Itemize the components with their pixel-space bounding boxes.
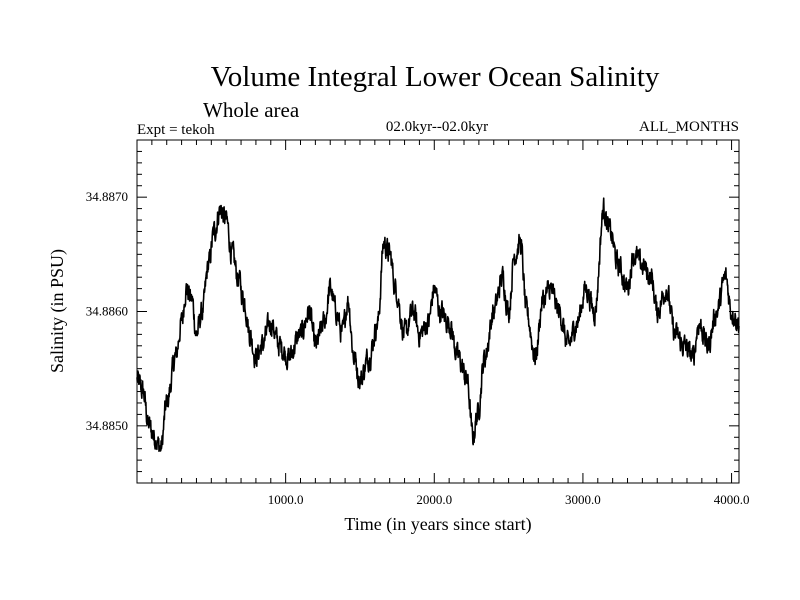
y-axis-label: Salinity (in PSU) (47, 249, 68, 373)
x-tick-label: 2000.0 (416, 492, 452, 507)
series-group (136, 197, 740, 453)
time-range-label: 02.0kyr--02.0kyr (386, 119, 488, 135)
x-tick-label: 3000.0 (565, 492, 601, 507)
months-label: ALL_MONTHS (639, 119, 739, 135)
x-tick-label: 4000.0 (714, 492, 750, 507)
y-tick-label: 34.8860 (86, 304, 128, 319)
y-tick-label: 34.8850 (86, 418, 128, 433)
experiment-label: Expt = tekoh (137, 122, 215, 138)
x-axis-label: Time (in years since start) (344, 514, 531, 535)
y-axis-ticks: 34.8850 34.8860 34.8870 (86, 139, 739, 484)
y-tick-label: 34.8870 (86, 189, 128, 204)
x-axis-ticks: 1000.0 2000.0 3000.0 4000.0 (136, 140, 750, 507)
chart-subtitle: Whole area (203, 98, 300, 122)
x-tick-label: 1000.0 (268, 492, 304, 507)
series-line-salinity (136, 197, 740, 453)
chart-title: Volume Integral Lower Ocean Salinity (211, 61, 660, 93)
